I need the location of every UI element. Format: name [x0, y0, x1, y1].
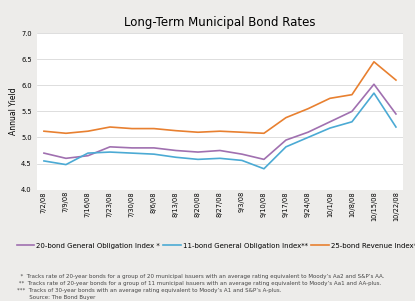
Title: Long-Term Municipal Bond Rates: Long-Term Municipal Bond Rates — [124, 16, 316, 29]
Y-axis label: Annual Yield: Annual Yield — [10, 88, 18, 135]
Legend: 20-bond General Obligation Index *, 11-bond General Obligation Index**, 25-bond : 20-bond General Obligation Index *, 11-b… — [14, 240, 415, 252]
Text: *  Tracks rate of 20-year bonds for a group of 20 municipal issuers with an aver: * Tracks rate of 20-year bonds for a gro… — [17, 275, 384, 300]
